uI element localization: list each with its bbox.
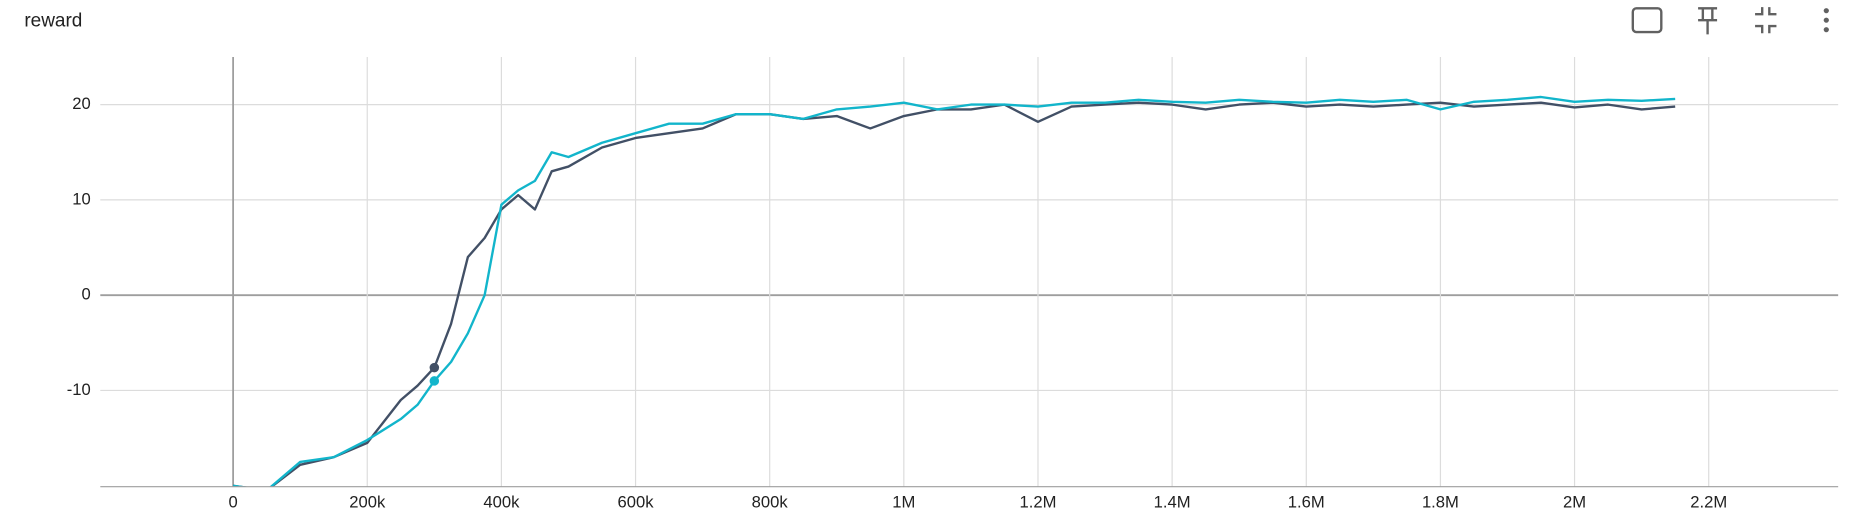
x-tick-label: 2.2M — [1690, 493, 1727, 512]
hover-point — [429, 362, 440, 373]
hover-point — [429, 376, 440, 386]
grid — [100, 56, 1839, 487]
x-tick-label: 1M — [892, 493, 915, 512]
x-tick-label: 600k — [618, 493, 655, 512]
y-tick-label: -10 — [67, 380, 91, 399]
series-line — [232, 101, 1676, 487]
x-tick-label: 0 — [228, 493, 237, 512]
x-tick-label: 400k — [483, 493, 520, 512]
x-tick-label: 800k — [752, 493, 789, 512]
x-tick-label: 1.4M — [1154, 493, 1191, 512]
fit-domain-icon[interactable] — [1631, 7, 1663, 34]
more-icon[interactable] — [1823, 8, 1829, 33]
plot — [232, 95, 1676, 487]
pin-icon[interactable] — [1698, 7, 1718, 35]
x-tick-label: 200k — [349, 493, 386, 512]
x-tick-label: 1.8M — [1422, 493, 1459, 512]
x-tick-label: 1.2M — [1020, 493, 1057, 512]
x-tick-label: 1.6M — [1288, 493, 1325, 512]
toolbar[interactable] — [1631, 7, 1829, 35]
y-tick-label: 0 — [82, 285, 91, 304]
y-tick-label: 20 — [72, 94, 90, 113]
x-tick-label: 2M — [1563, 493, 1586, 512]
series-line — [232, 95, 1676, 487]
chart-title: reward — [24, 10, 82, 31]
y-tick-label: 10 — [72, 189, 90, 208]
collapse-icon[interactable] — [1755, 7, 1777, 34]
